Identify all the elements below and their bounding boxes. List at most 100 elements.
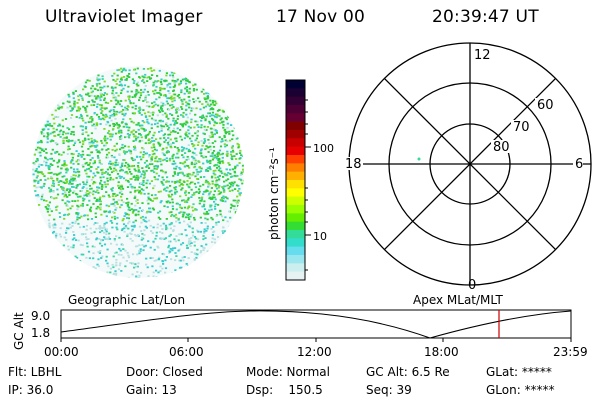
uv-pixel — [188, 166, 191, 169]
uv-pixel — [191, 181, 194, 184]
uv-pixel — [186, 175, 189, 178]
uv-pixel — [162, 170, 165, 173]
uv-pixel — [100, 140, 103, 142]
uv-pixel — [233, 181, 236, 184]
uv-pixel — [105, 259, 108, 262]
uv-pixel — [150, 160, 153, 163]
uv-pixel — [93, 161, 96, 164]
uv-pixel — [87, 134, 90, 137]
uv-pixel — [107, 148, 110, 150]
uv-pixel — [224, 132, 227, 135]
uv-pixel — [169, 201, 172, 204]
uv-pixel — [46, 137, 49, 140]
uv-pixel — [144, 96, 147, 99]
uv-pixel — [177, 239, 180, 242]
uv-pixel — [236, 142, 239, 145]
uv-pixel — [119, 249, 122, 252]
uv-pixel — [178, 259, 181, 262]
uv-pixel — [113, 113, 116, 115]
uv-pixel — [104, 144, 107, 147]
uv-pixel — [91, 85, 94, 87]
uv-pixel — [161, 182, 164, 185]
uv-pixel — [149, 67, 152, 69]
uv-pixel — [133, 266, 136, 269]
uv-pixel — [77, 222, 80, 225]
uv-pixel — [228, 210, 231, 213]
uv-pixel — [159, 190, 162, 193]
uv-pixel — [96, 76, 99, 79]
uv-pixel — [175, 111, 178, 113]
uv-pixel — [52, 117, 55, 120]
uv-pixel — [47, 128, 50, 131]
uv-pixel — [176, 118, 179, 120]
uv-pixel — [74, 222, 77, 225]
uv-pixel — [238, 187, 241, 190]
uv-pixel — [83, 198, 86, 200]
uv-pixel — [83, 107, 87, 109]
uv-pixel — [65, 229, 68, 232]
uv-pixel — [136, 202, 139, 204]
uv-pixel — [106, 177, 109, 180]
uv-pixel — [183, 256, 186, 258]
uv-pixel — [187, 242, 190, 244]
uv-pixel — [72, 191, 75, 194]
uv-pixel — [198, 202, 201, 205]
uv-pixel — [217, 159, 220, 161]
uv-pixel — [164, 267, 168, 270]
uv-pixel — [209, 148, 212, 151]
uv-pixel — [222, 120, 225, 123]
uv-pixel — [158, 158, 161, 160]
uv-pixel — [186, 173, 189, 176]
uv-pixel — [185, 77, 188, 80]
uv-pixel — [146, 199, 149, 202]
uv-pixel — [167, 200, 170, 203]
uv-pixel — [34, 190, 37, 192]
uv-pixel — [148, 76, 151, 78]
uv-pixel — [103, 231, 106, 234]
uv-pixel — [138, 124, 142, 127]
uv-pixel — [218, 153, 221, 156]
uv-pixel — [133, 112, 136, 115]
uv-pixel — [82, 140, 85, 143]
uv-pixel — [190, 188, 193, 191]
uv-pixel — [55, 128, 58, 131]
uv-pixel — [119, 148, 122, 151]
uv-pixel — [227, 187, 230, 190]
uv-pixel — [188, 87, 191, 90]
uv-pixel — [60, 154, 63, 156]
uv-pixel — [133, 224, 136, 227]
uv-pixel — [120, 270, 123, 272]
uv-pixel — [185, 244, 189, 247]
uv-pixel — [165, 157, 168, 160]
uv-pixel — [155, 234, 158, 237]
uv-pixel — [161, 159, 164, 162]
uv-pixel — [127, 201, 130, 204]
uv-pixel — [97, 116, 101, 118]
uv-pixel — [205, 212, 208, 215]
uv-pixel — [47, 177, 50, 180]
uv-pixel — [68, 95, 71, 98]
uv-pixel — [127, 145, 130, 148]
uv-pixel — [37, 180, 40, 183]
uv-pixel — [126, 233, 129, 236]
uv-pixel — [90, 137, 93, 140]
uv-pixel — [139, 155, 142, 158]
uv-pixel — [217, 176, 220, 178]
uv-pixel — [41, 128, 44, 131]
uv-pixel — [135, 265, 138, 268]
uv-pixel — [211, 155, 214, 157]
uv-pixel — [67, 148, 70, 151]
uv-pixel — [99, 242, 102, 245]
uv-pixel — [42, 132, 45, 135]
uv-pixel — [201, 144, 204, 147]
uv-pixel — [235, 202, 239, 205]
uv-pixel — [126, 204, 129, 206]
uv-pixel — [204, 190, 207, 193]
uv-pixel — [194, 139, 197, 142]
uv-pixel — [146, 266, 149, 269]
uv-pixel — [127, 180, 130, 182]
uv-pixel — [118, 129, 121, 132]
uv-pixel — [222, 232, 225, 234]
uv-pixel — [205, 179, 208, 182]
